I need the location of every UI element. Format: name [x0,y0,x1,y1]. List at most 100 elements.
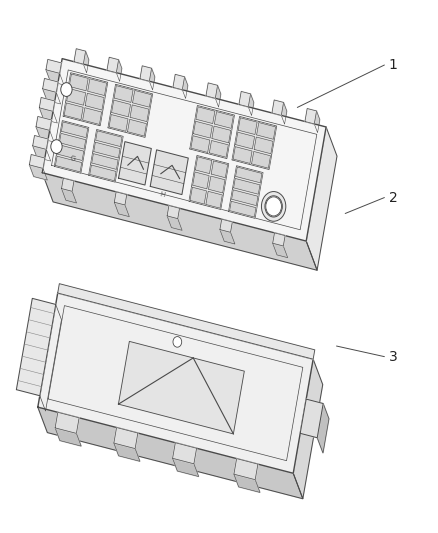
Polygon shape [36,127,54,142]
Polygon shape [29,165,47,180]
Polygon shape [57,145,84,160]
Polygon shape [195,157,212,174]
Polygon shape [16,298,56,395]
Circle shape [173,336,182,347]
Polygon shape [173,74,184,90]
Polygon shape [42,89,60,104]
Polygon shape [293,359,323,499]
Polygon shape [234,474,260,492]
Polygon shape [230,201,256,217]
Polygon shape [61,178,74,191]
Polygon shape [140,66,152,81]
Polygon shape [229,166,263,219]
Polygon shape [173,443,197,464]
Polygon shape [42,173,317,270]
Polygon shape [300,399,323,438]
Polygon shape [272,100,283,115]
Circle shape [261,191,286,221]
Polygon shape [215,111,233,128]
Polygon shape [273,243,288,257]
Polygon shape [39,108,57,123]
Polygon shape [46,70,64,85]
Polygon shape [190,106,234,158]
Polygon shape [233,147,252,164]
Polygon shape [305,109,317,124]
Polygon shape [55,428,81,446]
Circle shape [266,197,282,216]
Polygon shape [114,192,127,205]
Polygon shape [92,154,118,169]
Polygon shape [38,407,303,499]
Polygon shape [130,105,149,122]
Polygon shape [208,176,225,193]
Polygon shape [251,151,271,168]
Polygon shape [67,88,86,105]
Polygon shape [89,130,123,182]
Polygon shape [114,427,138,449]
Polygon shape [133,91,152,107]
Polygon shape [39,98,55,111]
Polygon shape [36,117,51,131]
Text: 3: 3 [389,350,398,364]
Polygon shape [114,86,133,102]
Polygon shape [42,78,58,92]
Polygon shape [60,133,86,149]
Polygon shape [150,150,188,195]
Polygon shape [238,118,257,134]
Polygon shape [196,107,215,124]
Polygon shape [206,191,223,208]
Polygon shape [194,122,212,138]
Polygon shape [117,60,122,82]
Polygon shape [127,119,146,136]
Polygon shape [114,443,140,462]
Text: G: G [69,156,75,163]
Polygon shape [63,73,108,126]
Polygon shape [94,142,120,158]
Polygon shape [108,84,152,138]
Polygon shape [239,92,251,107]
Polygon shape [69,74,88,91]
Polygon shape [248,94,254,116]
Polygon shape [46,59,61,74]
Polygon shape [42,59,326,241]
Polygon shape [314,111,320,133]
Polygon shape [29,155,45,168]
Polygon shape [191,136,210,152]
Polygon shape [119,142,151,185]
Polygon shape [56,156,82,172]
Text: 2: 2 [389,191,398,205]
Circle shape [61,83,72,96]
Polygon shape [114,202,129,216]
Polygon shape [109,115,128,131]
Polygon shape [233,179,260,194]
Polygon shape [107,57,119,72]
Polygon shape [220,219,232,232]
Polygon shape [33,146,51,161]
Polygon shape [55,413,79,433]
Polygon shape [211,161,228,177]
Polygon shape [273,233,285,246]
Polygon shape [281,102,287,124]
Polygon shape [173,458,199,477]
Polygon shape [209,141,228,157]
Polygon shape [234,458,258,480]
Polygon shape [220,230,235,244]
Polygon shape [88,79,106,95]
Polygon shape [40,304,61,411]
Polygon shape [85,93,104,110]
Polygon shape [64,103,83,119]
Polygon shape [193,172,209,189]
Polygon shape [38,293,313,473]
Polygon shape [182,77,188,99]
Polygon shape [149,68,155,90]
Polygon shape [317,403,329,453]
Polygon shape [83,51,89,73]
Polygon shape [190,187,206,204]
Polygon shape [236,132,254,149]
Polygon shape [54,120,89,173]
Polygon shape [61,122,88,138]
Polygon shape [167,216,182,230]
Polygon shape [257,123,276,139]
Polygon shape [167,206,180,219]
Polygon shape [118,342,244,434]
